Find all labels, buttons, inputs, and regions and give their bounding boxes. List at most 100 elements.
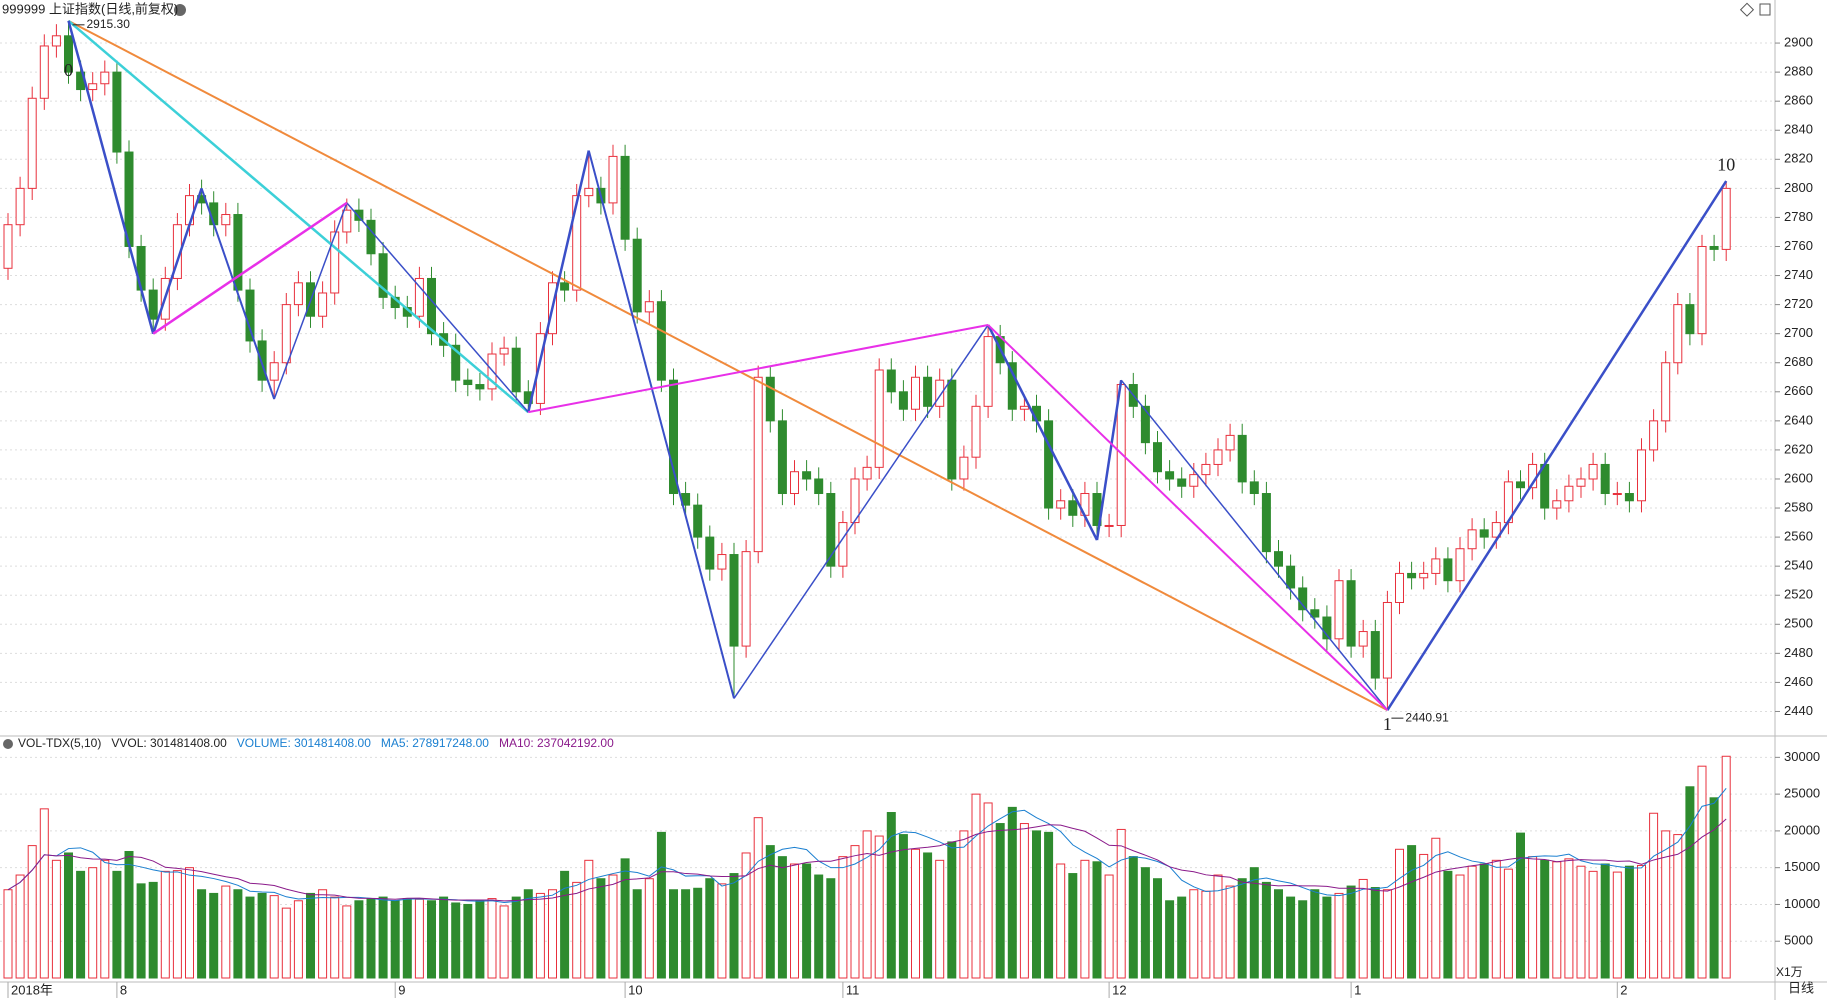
candle-body (826, 493, 836, 567)
candle-body (318, 292, 328, 317)
volume-bar (523, 889, 533, 979)
y-tick-label: 2440 (1784, 703, 1813, 718)
volume-bar (596, 878, 606, 979)
volume-bar (1153, 878, 1162, 979)
volume-bar (463, 903, 473, 979)
y-tick-label: 2700 (1784, 325, 1813, 340)
candle-body (729, 554, 739, 647)
candle-body (1709, 245, 1719, 250)
y-tick-label: 2820 (1784, 151, 1813, 166)
volume-bar (1116, 828, 1126, 979)
trendline (1386, 180, 1728, 711)
volume-bar (487, 898, 497, 979)
candle-body (511, 347, 521, 393)
volume-bar (814, 874, 824, 979)
candle-body (1104, 524, 1114, 527)
volume-bar (414, 898, 424, 979)
volume-bar (620, 858, 630, 979)
volume-bar (1080, 859, 1090, 979)
trendline (527, 150, 591, 413)
volume-bar (342, 905, 352, 979)
candle-body (1261, 493, 1271, 553)
volume-bar (838, 856, 848, 979)
volume-bar (1056, 863, 1066, 979)
volume-bar (1068, 873, 1078, 979)
volume-bar (1709, 797, 1719, 979)
volume-bar (1431, 837, 1441, 979)
candle-body (1274, 551, 1283, 567)
candle-body (1443, 558, 1453, 582)
panel-menu-button[interactable] (3, 739, 13, 749)
volume-bar (51, 859, 61, 979)
candle-body (463, 379, 473, 386)
candle-body (1322, 616, 1332, 640)
volume-bar (281, 907, 291, 979)
menu-button[interactable] (174, 4, 186, 16)
panel-icon[interactable] (1759, 3, 1771, 16)
volume-bar (1165, 900, 1175, 979)
candle-body (427, 277, 436, 335)
volume-bar (1564, 858, 1574, 979)
candle-body (741, 551, 751, 647)
candle-body (886, 369, 896, 393)
volume-bar (451, 902, 461, 979)
y-tick-label: 2720 (1784, 296, 1813, 311)
volume-bar (378, 896, 388, 979)
candle-body (1237, 434, 1247, 483)
candle-body (790, 471, 799, 495)
trendline (273, 202, 348, 400)
y-tick-label: 2460 (1784, 674, 1813, 689)
candle-body (850, 478, 860, 524)
volume-bar (1624, 865, 1634, 979)
volume-bar (644, 878, 654, 979)
x-tick-label: 8 (120, 982, 127, 997)
candle-body (39, 45, 49, 99)
volume-bar (1346, 885, 1356, 979)
volume-bar (1455, 874, 1465, 979)
volume-bar (390, 900, 400, 979)
trendline (67, 19, 530, 414)
y-tick-label: 2760 (1784, 238, 1813, 253)
volume-bar (862, 830, 872, 979)
candle-body (330, 231, 340, 294)
volume-bar (318, 889, 328, 979)
y-tick-label: 2780 (1784, 209, 1813, 224)
candle-body (1552, 500, 1562, 509)
volume-bar (1661, 830, 1671, 979)
candle-body (1431, 558, 1441, 574)
volume-bar (1673, 834, 1683, 979)
candle-body (1382, 601, 1392, 679)
candle-body (717, 554, 727, 570)
volume-bar (898, 834, 908, 979)
diamond-icon[interactable] (1739, 2, 1755, 17)
volume-bar (1697, 765, 1707, 979)
trendline (68, 19, 1388, 712)
volume-bar (729, 873, 739, 979)
volume-bar (1298, 900, 1308, 979)
y-tick-label: 2580 (1784, 499, 1813, 514)
candle-body (293, 282, 303, 306)
volume-bar (741, 852, 751, 979)
candle-body (1516, 481, 1525, 489)
trendline (67, 20, 155, 335)
volume-bar (681, 889, 691, 979)
volume-bar (499, 905, 509, 979)
volume-bar (777, 856, 787, 979)
y-tick-label: 2860 (1784, 93, 1813, 108)
candle-body (693, 504, 703, 538)
volume-bar (1019, 823, 1029, 979)
y-tick-label: 2880 (1784, 64, 1813, 79)
x-tick-label: 12 (1112, 982, 1126, 997)
volume-bar (293, 900, 303, 979)
candle-body (1576, 478, 1586, 487)
candle-body (923, 376, 933, 407)
wave-label: 1 (1383, 714, 1392, 734)
candle-body (971, 405, 981, 458)
volume-bar (185, 867, 194, 979)
volume-bar (1358, 878, 1368, 979)
volume-bar (1177, 896, 1187, 979)
candle-body (1407, 572, 1417, 579)
candle-body (1637, 449, 1646, 502)
volume-bar (100, 859, 110, 979)
volume-bar (15, 874, 25, 979)
